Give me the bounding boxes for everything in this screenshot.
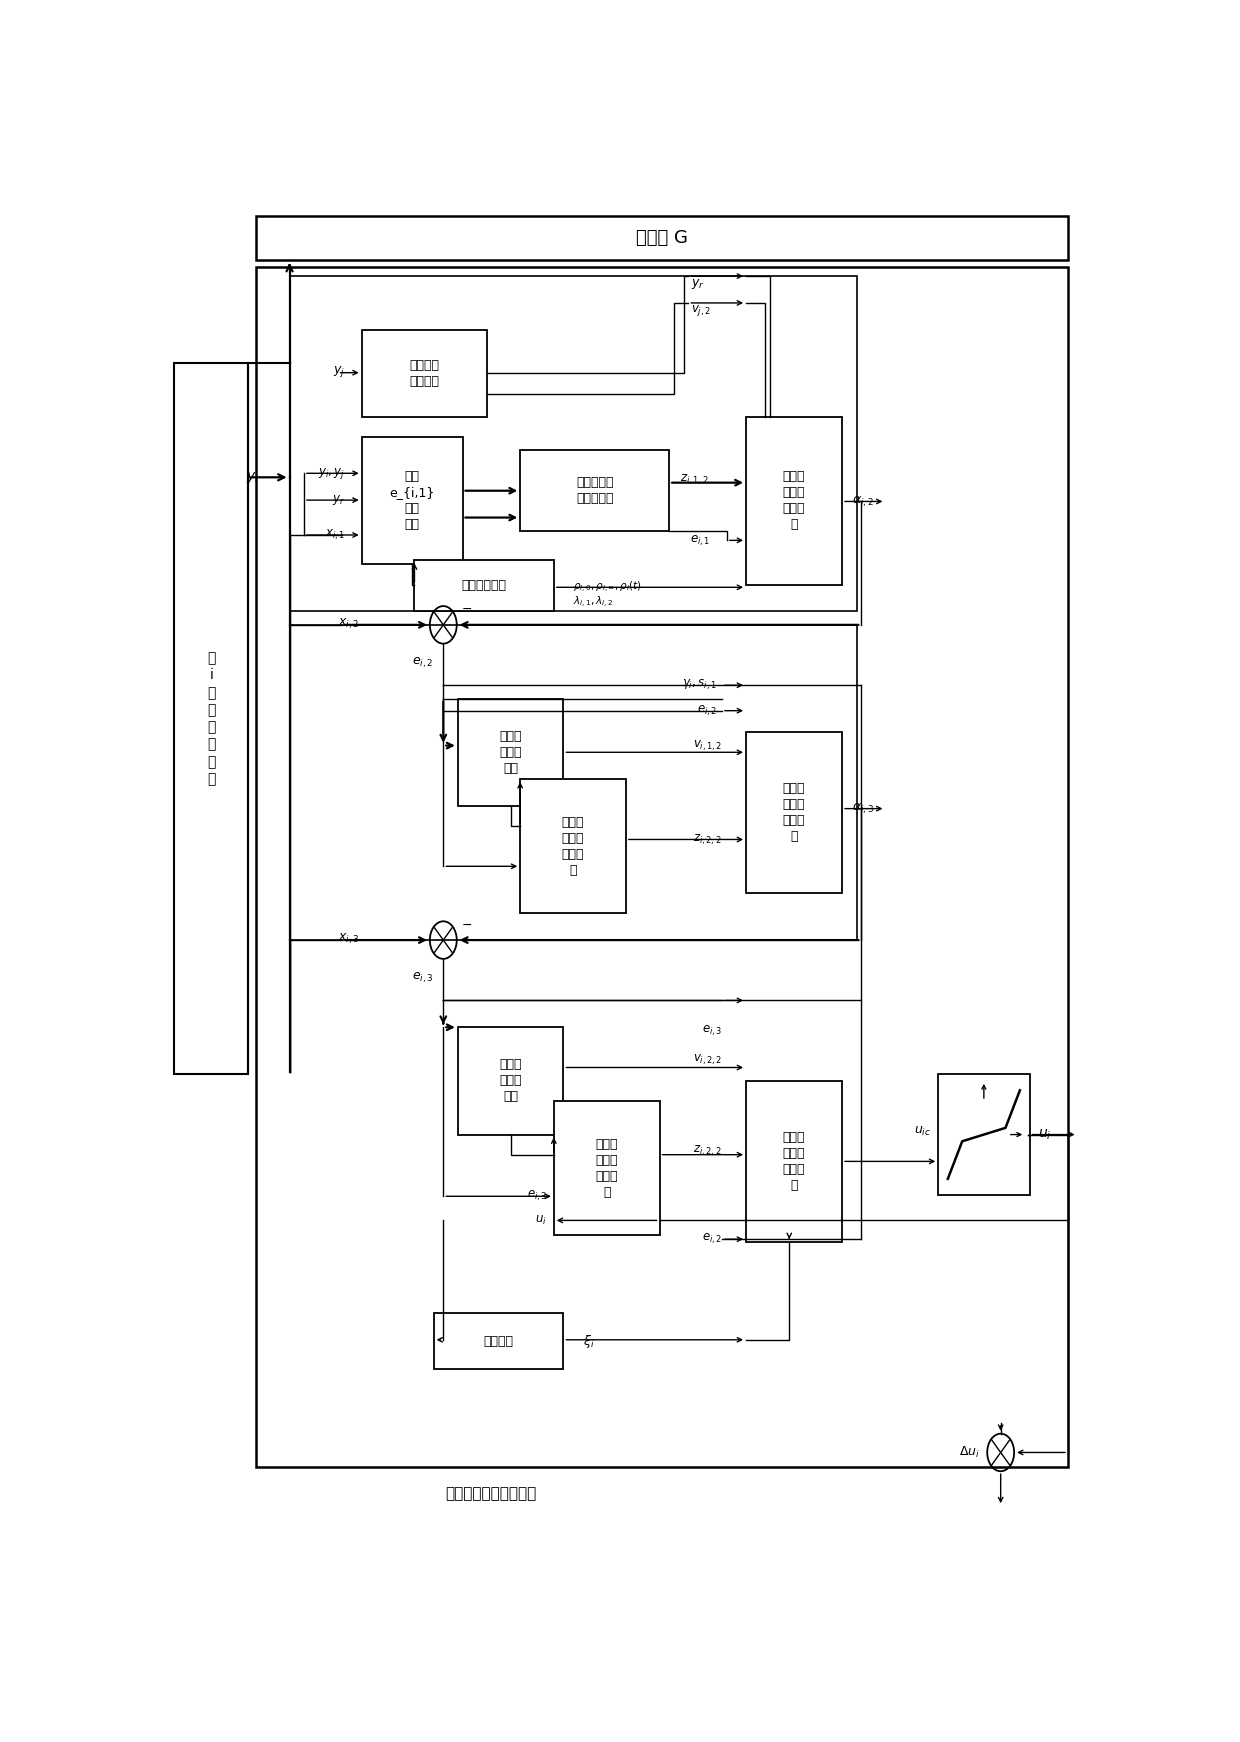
Bar bbox=[521, 451, 670, 531]
Text: 第一个
非线性
运算单
元: 第一个 非线性 运算单 元 bbox=[782, 470, 805, 531]
Text: $\Delta u_i$: $\Delta u_i$ bbox=[959, 1444, 980, 1460]
Text: 第三个
扩张状
态观测
器: 第三个 扩张状 态观测 器 bbox=[595, 1138, 618, 1198]
Text: $e_{i,2}$: $e_{i,2}$ bbox=[697, 704, 717, 718]
Bar bbox=[939, 1075, 1029, 1195]
Bar bbox=[746, 732, 842, 894]
Text: $e_{i,3}$: $e_{i,3}$ bbox=[702, 1024, 722, 1038]
Bar bbox=[174, 364, 248, 1075]
Text: $e_{i,3}$: $e_{i,3}$ bbox=[527, 1190, 547, 1204]
Text: $u_i$: $u_i$ bbox=[1038, 1127, 1052, 1141]
Text: $e_{i,3}$: $e_{i,3}$ bbox=[412, 970, 434, 984]
Bar bbox=[746, 1080, 842, 1242]
Bar bbox=[746, 416, 842, 585]
Text: $y_r$: $y_r$ bbox=[691, 277, 706, 291]
Text: $u_{ic}$: $u_{ic}$ bbox=[914, 1125, 931, 1139]
Text: $\rho_{i,0},\rho_{i,\infty},\rho_i(t)$: $\rho_{i,0},\rho_{i,\infty},\rho_i(t)$ bbox=[573, 580, 642, 594]
Text: 输出一致自抗扰控制器: 输出一致自抗扰控制器 bbox=[445, 1486, 537, 1502]
Bar bbox=[458, 699, 563, 807]
Bar bbox=[290, 277, 857, 611]
Text: $v_{j,2}$: $v_{j,2}$ bbox=[691, 303, 711, 319]
Text: $e_{i,2}$: $e_{i,2}$ bbox=[413, 655, 434, 669]
Text: $y_r$: $y_r$ bbox=[332, 493, 345, 507]
Text: 第一个跟
踪微分器: 第一个跟 踪微分器 bbox=[409, 359, 439, 388]
Text: 第二个
跟踪微
分器: 第二个 跟踪微 分器 bbox=[500, 730, 522, 775]
Text: $y_j$: $y_j$ bbox=[334, 364, 345, 378]
Text: $v_{i,1,2}$: $v_{i,1,2}$ bbox=[693, 739, 722, 753]
Bar bbox=[434, 1313, 563, 1369]
Bar bbox=[414, 561, 554, 611]
Bar bbox=[255, 267, 1068, 1467]
Text: $x_{i,3}$: $x_{i,3}$ bbox=[339, 932, 360, 946]
Text: $e_{i,2}$: $e_{i,2}$ bbox=[702, 1232, 722, 1246]
Text: $e_{i,1}$: $e_{i,1}$ bbox=[691, 533, 711, 547]
Bar bbox=[458, 1028, 563, 1134]
Text: $-$: $-$ bbox=[460, 918, 471, 930]
Text: 第二个
扩张状
态观测
器: 第二个 扩张状 态观测 器 bbox=[562, 815, 584, 876]
Text: $z_{i,1,2}$: $z_{i,1,2}$ bbox=[680, 472, 708, 488]
Text: 预设性能函数: 预设性能函数 bbox=[461, 580, 507, 592]
Text: $\xi_i$: $\xi_i$ bbox=[583, 1333, 594, 1350]
Bar bbox=[362, 329, 486, 416]
Text: $v_{i,2,2}$: $v_{i,2,2}$ bbox=[693, 1052, 722, 1066]
Text: $\alpha_{i,3}$: $\alpha_{i,3}$ bbox=[852, 801, 874, 815]
Bar bbox=[290, 625, 857, 941]
Text: 第三个
非线性
运算单
元: 第三个 非线性 运算单 元 bbox=[782, 1131, 805, 1192]
Text: 第二个
非线性
运算单
元: 第二个 非线性 运算单 元 bbox=[782, 782, 805, 843]
Text: $y_i,y_j$: $y_i,y_j$ bbox=[319, 465, 345, 481]
Text: $z_{i,2,2}$: $z_{i,2,2}$ bbox=[693, 833, 722, 847]
Text: 有向图 G: 有向图 G bbox=[636, 228, 688, 247]
Text: 第三个
跟踪微
分器: 第三个 跟踪微 分器 bbox=[500, 1059, 522, 1103]
Text: $\lambda_{i,1},\lambda_{i,2}$: $\lambda_{i,1},\lambda_{i,2}$ bbox=[573, 594, 614, 610]
Text: $\alpha_{i,2}$: $\alpha_{i,2}$ bbox=[852, 495, 873, 509]
Text: $y_i$: $y_i$ bbox=[247, 470, 259, 484]
Text: $-$: $-$ bbox=[460, 603, 471, 615]
Text: $u_i$: $u_i$ bbox=[536, 1214, 547, 1226]
Text: $x_{i,1}$: $x_{i,1}$ bbox=[325, 528, 345, 542]
Bar bbox=[521, 779, 626, 913]
Text: $z_{i,2,2}$: $z_{i,2,2}$ bbox=[693, 1143, 722, 1158]
Text: $\gamma_i,s_{i,1}$: $\gamma_i,s_{i,1}$ bbox=[682, 678, 717, 692]
Text: 第
i
个
单
臂
机
械
手: 第 i 个 单 臂 机 械 手 bbox=[207, 652, 216, 786]
Bar bbox=[255, 216, 1068, 260]
Bar bbox=[554, 1101, 660, 1235]
Text: 第一个扩张
状态观测器: 第一个扩张 状态观测器 bbox=[575, 476, 614, 505]
Bar bbox=[362, 437, 463, 564]
Text: $x_{i,2}$: $x_{i,2}$ bbox=[339, 617, 360, 631]
Text: 误差
e_{i,1}
运算
单元: 误差 e_{i,1} 运算 单元 bbox=[389, 470, 435, 531]
Text: 辅助系统: 辅助系统 bbox=[484, 1334, 513, 1348]
